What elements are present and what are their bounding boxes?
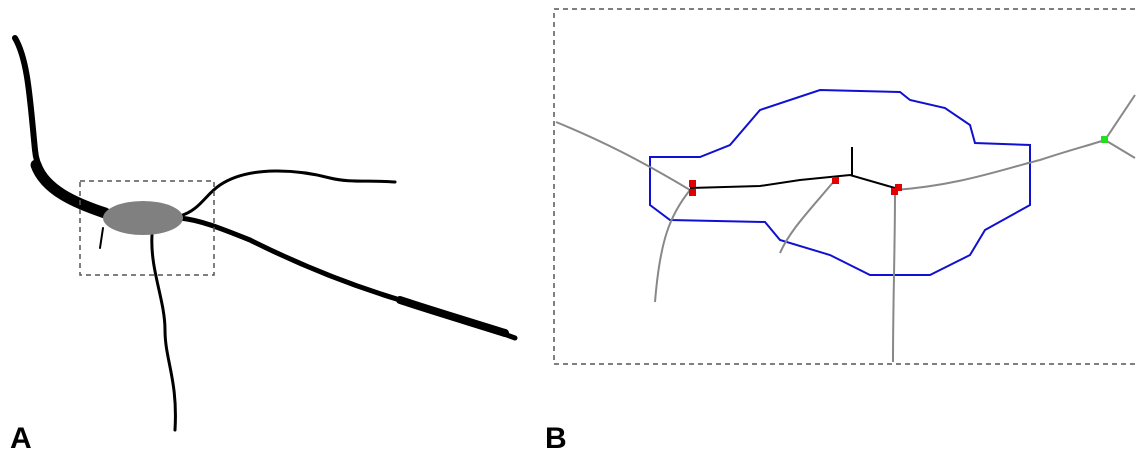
dendrite <box>396 296 509 337</box>
node <box>895 184 902 191</box>
node <box>832 177 839 184</box>
trace <box>689 173 896 189</box>
trace <box>892 189 896 363</box>
trace <box>894 139 1106 191</box>
trace <box>654 189 691 303</box>
node <box>1101 136 1108 143</box>
trace <box>1104 139 1136 159</box>
node <box>891 188 898 195</box>
node <box>689 189 696 196</box>
zoom-box <box>553 8 1136 365</box>
panel-label: A <box>10 422 32 455</box>
soma-outline <box>649 88 1031 276</box>
dendrite <box>150 233 177 432</box>
dendrite <box>178 169 397 218</box>
neuron <box>12 35 518 432</box>
trace <box>1104 94 1136 141</box>
node <box>689 180 696 187</box>
traces <box>555 94 1136 363</box>
soma <box>103 201 183 235</box>
zoom-box <box>79 180 215 276</box>
dendrite <box>30 159 111 219</box>
dendrite <box>99 227 104 249</box>
soma-trace <box>689 147 896 189</box>
trace <box>779 179 836 254</box>
panel-label: B <box>545 422 567 455</box>
trace <box>555 121 691 191</box>
nodes <box>689 177 902 196</box>
